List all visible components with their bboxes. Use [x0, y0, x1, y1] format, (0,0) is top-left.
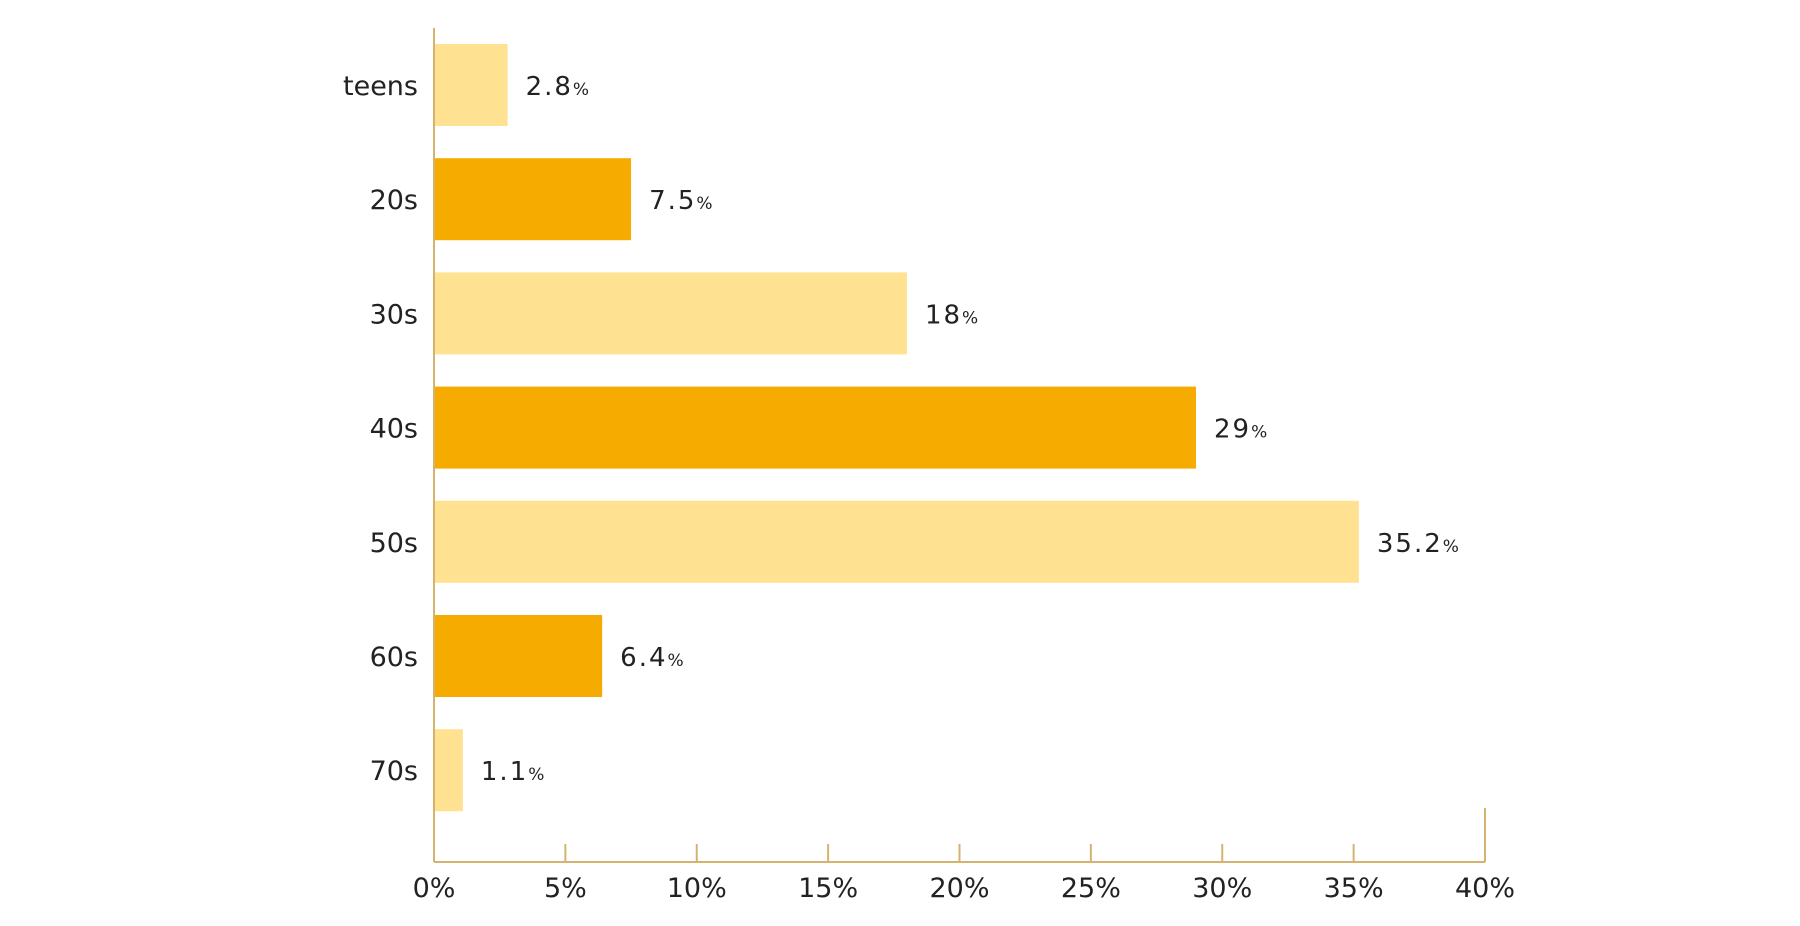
- labels-layer: teens 2.8% 20s 7.5% 30s 18% 40s 29% 50s 35.2% 60s 6…: [343, 71, 1515, 904]
- category-label-70s: 70s: [370, 756, 418, 787]
- x-tick-label-35: 35%: [1324, 873, 1384, 904]
- x-tick-label-20: 20%: [929, 873, 989, 904]
- category-label-teens: teens: [343, 71, 418, 102]
- x-tick-label-15: 15%: [798, 873, 858, 904]
- category-label-30s: 30s: [370, 299, 418, 330]
- bar-60s: [434, 615, 603, 697]
- value-label-20s: 7.5%: [649, 186, 713, 216]
- bar-50s: [434, 500, 1359, 583]
- bar-30s: [434, 272, 907, 355]
- value-label-50s: 35.2%: [1377, 529, 1459, 559]
- value-label-30s: 18%: [925, 300, 978, 330]
- category-label-20s: 20s: [370, 185, 418, 216]
- value-label-70s: 1.1%: [481, 757, 545, 787]
- x-tick-label-0: 0%: [413, 873, 456, 904]
- value-label-teens: 2.8%: [526, 72, 590, 102]
- x-tick-label-30: 30%: [1192, 873, 1252, 904]
- x-tick-label-5: 5%: [544, 873, 587, 904]
- value-label-40s: 29%: [1214, 415, 1267, 445]
- x-tick-label-10: 10%: [667, 873, 727, 904]
- bars-layer: [434, 44, 1359, 812]
- category-label-40s: 40s: [370, 414, 418, 445]
- bar-20s: [434, 158, 632, 241]
- bar-teens: [434, 44, 508, 126]
- value-label-60s: 6.4%: [620, 643, 684, 673]
- bar-70s: [434, 729, 463, 812]
- x-tick-label-40: 40%: [1455, 873, 1515, 904]
- bar-40s: [434, 386, 1196, 469]
- category-label-50s: 50s: [370, 528, 418, 559]
- category-label-60s: 60s: [370, 642, 418, 673]
- x-tick-label-25: 25%: [1061, 873, 1121, 904]
- axes-layer: [433, 28, 1486, 863]
